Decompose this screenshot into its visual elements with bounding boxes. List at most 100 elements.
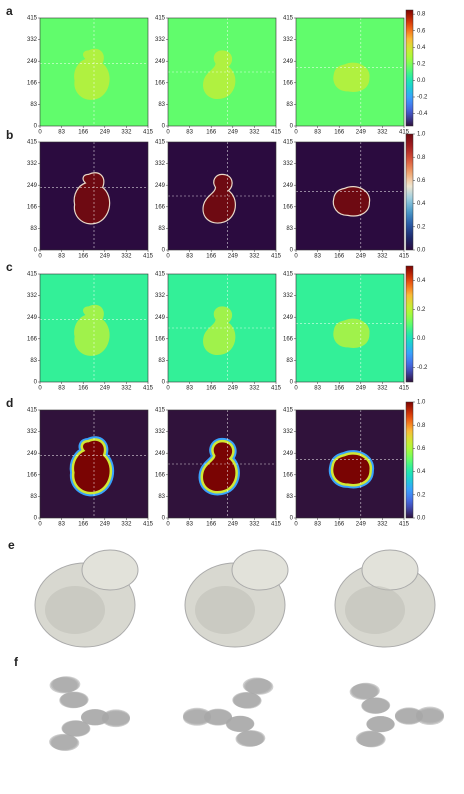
y-tick-label: 83 bbox=[286, 226, 293, 232]
x-tick-label: 83 bbox=[314, 130, 321, 136]
x-tick-label: 249 bbox=[100, 386, 111, 392]
render-speckle bbox=[183, 707, 212, 724]
colorbar-tick-label: 0.2 bbox=[417, 224, 426, 230]
y-tick-label: 249 bbox=[27, 183, 38, 189]
y-tick-label: 332 bbox=[283, 37, 294, 43]
render-speckle bbox=[52, 676, 81, 693]
y-tick-label: 83 bbox=[30, 358, 37, 364]
y-tick-label: 166 bbox=[27, 204, 38, 210]
x-tick-label: 332 bbox=[121, 130, 132, 136]
colorbar-tick-label: 0.4 bbox=[417, 278, 426, 284]
panel-label: b bbox=[6, 128, 13, 142]
y-tick-label: 83 bbox=[30, 102, 37, 108]
colorbar-tick-label: -0.4 bbox=[417, 111, 428, 117]
plot-frame bbox=[295, 141, 405, 251]
y-tick-label: 249 bbox=[283, 451, 294, 457]
blob bbox=[73, 172, 111, 225]
colorbar bbox=[405, 133, 414, 251]
y-tick-label: 83 bbox=[286, 494, 293, 500]
y-tick-label: 415 bbox=[27, 272, 38, 278]
colorbar-tick-label: 0.8 bbox=[417, 12, 426, 18]
plot-frame bbox=[295, 409, 405, 519]
y-tick-label: 166 bbox=[283, 336, 294, 342]
x-tick-label: 332 bbox=[377, 254, 388, 260]
heatmap-plot: 0 83 166 249 332 415 0 83 166 249 332 415 bbox=[283, 16, 410, 136]
x-tick-label: 415 bbox=[399, 522, 410, 528]
render-surface bbox=[361, 549, 419, 591]
y-tick-label: 0 bbox=[162, 516, 166, 522]
x-tick-label: 166 bbox=[334, 386, 345, 392]
x-tick-label: 415 bbox=[143, 522, 154, 528]
render-speckle bbox=[235, 730, 264, 747]
y-tick-label: 83 bbox=[158, 358, 165, 364]
colorbar-tick-label: 0.4 bbox=[417, 469, 426, 475]
y-tick-label: 415 bbox=[155, 272, 166, 278]
x-tick-label: 166 bbox=[206, 254, 217, 260]
x-tick-label: 83 bbox=[58, 386, 65, 392]
colorbar-tick-label: 0.2 bbox=[417, 307, 426, 313]
x-tick-label: 83 bbox=[314, 386, 321, 392]
y-tick-label: 332 bbox=[27, 161, 38, 167]
x-tick-label: 0 bbox=[38, 386, 42, 392]
y-tick-label: 415 bbox=[283, 272, 294, 278]
y-tick-label: 166 bbox=[283, 472, 294, 478]
y-tick-label: 0 bbox=[290, 380, 294, 386]
y-tick-label: 332 bbox=[27, 429, 38, 435]
x-tick-label: 415 bbox=[271, 386, 282, 392]
x-tick-label: 0 bbox=[294, 522, 298, 528]
render-speckle bbox=[355, 730, 384, 747]
colorbar-tick-label: 0.8 bbox=[417, 155, 426, 161]
y-tick-label: 332 bbox=[155, 429, 166, 435]
x-tick-label: 0 bbox=[166, 130, 170, 136]
x-tick-label: 0 bbox=[294, 254, 298, 260]
render-surface bbox=[81, 549, 139, 591]
render-speckle bbox=[415, 709, 444, 726]
x-tick-label: 0 bbox=[38, 522, 42, 528]
render-shade bbox=[45, 586, 105, 634]
plot-frame bbox=[167, 141, 277, 251]
x-tick-label: 166 bbox=[206, 522, 217, 528]
panel-label: d bbox=[6, 396, 13, 410]
plot-frame bbox=[39, 17, 149, 127]
x-tick-label: 166 bbox=[206, 386, 217, 392]
plot-frame bbox=[167, 409, 277, 519]
x-tick-label: 249 bbox=[356, 130, 367, 136]
x-tick-label: 83 bbox=[58, 130, 65, 136]
colorbar-tick-label: 0.2 bbox=[417, 492, 426, 498]
colorbar bbox=[405, 401, 414, 519]
colorbar-tick-label: 1.0 bbox=[417, 400, 426, 406]
heatmap-plot: 0 83 166 249 332 415 0 83 166 249 332 415 bbox=[155, 140, 282, 260]
colorbar bbox=[405, 9, 414, 127]
plot-frame bbox=[295, 17, 405, 127]
colorbar-tick-label: 0.2 bbox=[417, 61, 426, 67]
y-tick-label: 83 bbox=[30, 494, 37, 500]
colorbar-tick-label: 0.0 bbox=[417, 516, 426, 522]
y-tick-label: 249 bbox=[283, 59, 294, 65]
panel-label: a bbox=[6, 4, 13, 18]
render-shade bbox=[195, 586, 255, 634]
x-tick-label: 166 bbox=[78, 522, 89, 528]
x-tick-label: 332 bbox=[121, 254, 132, 260]
x-tick-label: 83 bbox=[314, 254, 321, 260]
y-tick-label: 249 bbox=[155, 183, 166, 189]
x-tick-label: 415 bbox=[399, 130, 410, 136]
render-speckle bbox=[225, 716, 254, 733]
y-tick-label: 166 bbox=[283, 80, 294, 86]
x-tick-label: 249 bbox=[100, 522, 111, 528]
y-tick-label: 0 bbox=[34, 516, 38, 522]
heatmap-plot: 0 83 166 249 332 415 0 83 166 249 332 415 bbox=[155, 272, 282, 392]
y-tick-label: 83 bbox=[286, 358, 293, 364]
x-tick-label: 249 bbox=[228, 522, 239, 528]
heatmap-plot: 0 83 166 249 332 415 0 83 166 249 332 415 bbox=[155, 16, 282, 136]
plot-frame bbox=[39, 141, 149, 251]
blob bbox=[333, 318, 370, 348]
y-tick-label: 166 bbox=[27, 472, 38, 478]
x-tick-label: 249 bbox=[356, 522, 367, 528]
render-speckle bbox=[366, 716, 395, 733]
colorbar-tick-label: 0.4 bbox=[417, 201, 426, 207]
heatmap-plot: 0 83 166 249 332 415 0 83 166 249 332 415 bbox=[27, 16, 154, 136]
y-tick-label: 249 bbox=[27, 451, 38, 457]
y-tick-label: 0 bbox=[162, 248, 166, 254]
y-tick-label: 0 bbox=[290, 248, 294, 254]
